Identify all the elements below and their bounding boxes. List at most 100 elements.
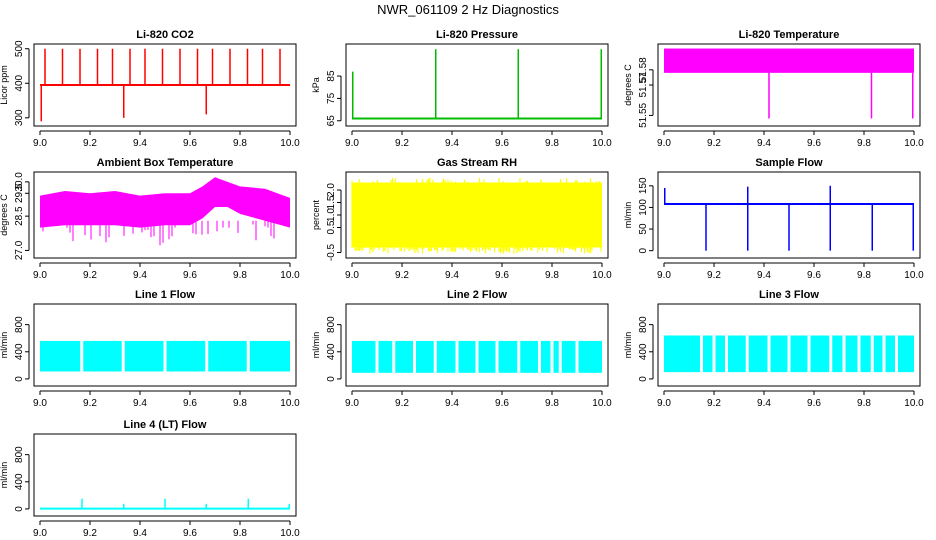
x-tick-label: 9.6 (807, 398, 821, 409)
x-tick-label: 9.8 (857, 270, 871, 281)
y-tick-label: 100 (638, 199, 649, 216)
y-tick-label: 0 (14, 376, 25, 382)
y-tick-label: 29.5 (14, 183, 25, 203)
series-gap (857, 334, 861, 374)
x-tick-label: 10.0 (592, 138, 612, 149)
series-gap (455, 339, 459, 374)
x-tick-label: 10.0 (904, 398, 924, 409)
x-tick-label: 9.2 (83, 138, 97, 149)
series-group (664, 185, 914, 251)
y-axis-label: ml/min (0, 462, 9, 489)
plot-frame (345, 303, 609, 387)
series-group (351, 177, 602, 254)
x-tick-label: 9.6 (183, 528, 197, 539)
series-gap (80, 339, 84, 373)
x-tick-label: 9.2 (83, 398, 97, 409)
x-tick-label: 9.0 (33, 398, 47, 409)
series-gap (712, 334, 716, 374)
x-tick-label: 9.8 (545, 398, 559, 409)
x-tick-label: 9.6 (495, 398, 509, 409)
x-tick-label: 10.0 (280, 138, 300, 149)
series-gap (433, 339, 437, 374)
x-tick-label: 9.6 (183, 138, 197, 149)
y-tick-label: 800 (14, 316, 25, 333)
series-gap (550, 339, 554, 374)
series-band (664, 48, 914, 73)
chart-title: Line 3 Flow (759, 289, 819, 301)
x-tick-label: 10.0 (280, 270, 300, 281)
chart-panel-1: Li-820 CO2 9.0 9.2 9.4 9.6 9.8 10.0 300 400 500 Li… (0, 29, 300, 149)
series-gap (558, 339, 562, 374)
x-tick-label: 9.2 (707, 270, 721, 281)
x-tick-label: 9.4 (757, 398, 771, 409)
y-tick-label: 27.0 (14, 240, 25, 260)
series-group (352, 339, 602, 374)
x-tick-label: 9.2 (707, 138, 721, 149)
x-tick-label: 10.0 (904, 138, 924, 149)
y-tick-label: -0.5 (326, 243, 337, 261)
chart-panel-5: Gas Stream RH9.0 9.2 9.4 9.6 9.8 10.0-0.50.51… (311, 157, 612, 281)
x-tick-label: 9.4 (757, 138, 771, 149)
x-tick-label: 9.4 (445, 398, 459, 409)
series-gap (121, 339, 125, 373)
x-tick-label: 9.2 (395, 270, 409, 281)
x-tick-label: 10.0 (592, 270, 612, 281)
x-tick-label: 9.4 (133, 138, 147, 149)
y-tick-label: 1.0 (326, 208, 337, 222)
series-gap (882, 334, 886, 374)
series-gap (475, 339, 479, 374)
series-gap (413, 339, 416, 374)
chart-title: Li-820 Pressure (436, 29, 518, 41)
chart-title: Li-820 Temperature (739, 29, 840, 41)
y-axis-label: kPa (311, 77, 321, 93)
y-tick-label: 0 (326, 376, 337, 382)
x-tick-label: 10.0 (592, 398, 612, 409)
y-axis-label: degrees C (0, 194, 9, 236)
series-gap (375, 339, 379, 374)
series-gap (517, 339, 521, 374)
series-gap (575, 339, 579, 374)
series-gap (538, 339, 541, 374)
x-tick-label: 9.8 (233, 398, 247, 409)
y-tick-label: 400 (326, 343, 337, 360)
chart-panel-10: Line 4 (LT) Flow 9.0 9.2 9.4 9.6 9.8 10.0 0 400 8… (0, 419, 300, 539)
x-tick-label: 9.8 (545, 138, 559, 149)
y-tick-label: 85 (326, 70, 337, 82)
y-tick-label: 500 (14, 40, 25, 57)
y-axis-label: Licor ppm (0, 65, 9, 105)
x-tick-label: 9.0 (657, 138, 671, 149)
chart-title: Gas Stream RH (437, 157, 517, 169)
y-tick-label: 28.5 (14, 206, 25, 226)
series-gap (205, 339, 209, 373)
y-tick-label: 2.0 (326, 183, 337, 197)
series-gap (807, 334, 811, 374)
x-tick-label: 9.4 (445, 138, 459, 149)
x-tick-label: 9.2 (707, 398, 721, 409)
x-tick-label: 9.2 (395, 138, 409, 149)
y-tick-label: 400 (14, 343, 25, 360)
x-tick-label: 10.0 (280, 528, 300, 539)
y-tick-label: 300 (14, 109, 25, 126)
series-gap (495, 339, 499, 374)
y-tick-label: 800 (638, 316, 649, 333)
series-gap (745, 334, 749, 374)
chart-panel-7: Line 1 Flow 9.0 9.2 9.4 9.6 9.8 10.0 0 400 800 ml/… (0, 289, 300, 409)
y-axis-label: ml/min (623, 202, 633, 229)
plot-frame (657, 171, 921, 259)
series-gap (163, 339, 167, 373)
series-group (664, 48, 914, 119)
y-tick-label: 30.0 (14, 172, 25, 192)
y-axis-label: ml/min (0, 332, 9, 359)
chart-title: Line 2 Flow (447, 289, 507, 301)
series-group (352, 49, 602, 120)
chart-panel-3: Li-820 Temperature 9.0 9.2 9.4 9.6 9.8 10.0 51.… (623, 29, 924, 149)
y-tick-label: 400 (638, 343, 649, 360)
y-tick-label: 51.57 (638, 72, 649, 97)
x-tick-label: 10.0 (280, 398, 300, 409)
chart-title: Sample Flow (755, 157, 823, 169)
x-tick-label: 9.0 (33, 528, 47, 539)
x-tick-label: 9.4 (133, 270, 147, 281)
y-tick-label: 0.5 (326, 220, 337, 234)
plot-frame (33, 43, 297, 127)
plot-frame (345, 171, 609, 259)
